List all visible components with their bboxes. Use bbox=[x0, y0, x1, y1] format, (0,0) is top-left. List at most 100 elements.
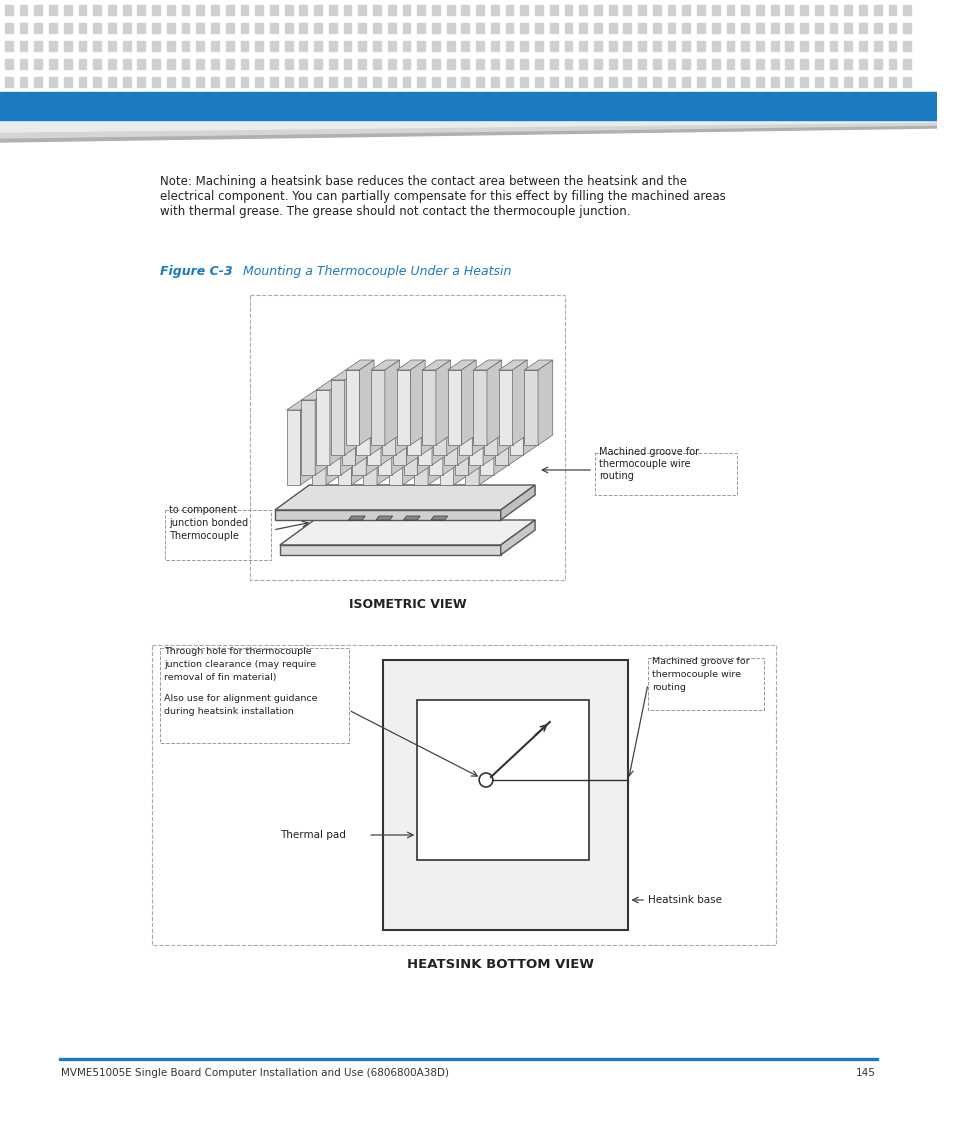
Bar bbox=[402, 23, 410, 33]
Bar bbox=[152, 77, 160, 87]
Bar bbox=[564, 77, 572, 87]
Text: routing: routing bbox=[598, 471, 633, 481]
Bar bbox=[388, 60, 395, 69]
Polygon shape bbox=[356, 380, 370, 455]
Bar bbox=[623, 5, 631, 15]
Bar bbox=[814, 77, 821, 87]
Polygon shape bbox=[287, 410, 300, 485]
Bar bbox=[329, 77, 336, 87]
Bar bbox=[476, 60, 483, 69]
Polygon shape bbox=[274, 510, 500, 520]
Polygon shape bbox=[330, 380, 344, 465]
Bar bbox=[461, 77, 469, 87]
Bar bbox=[902, 77, 910, 87]
Bar bbox=[652, 5, 660, 15]
Bar bbox=[314, 60, 322, 69]
Bar bbox=[34, 60, 42, 69]
Bar bbox=[887, 41, 896, 52]
Bar bbox=[829, 77, 837, 87]
Bar bbox=[564, 60, 572, 69]
Bar bbox=[902, 60, 910, 69]
Bar bbox=[373, 41, 380, 52]
Bar bbox=[226, 77, 233, 87]
Polygon shape bbox=[371, 360, 399, 370]
Polygon shape bbox=[498, 360, 527, 370]
Text: HEATSINK BOTTOM VIEW: HEATSINK BOTTOM VIEW bbox=[407, 958, 594, 971]
Bar bbox=[887, 77, 896, 87]
Bar bbox=[152, 41, 160, 52]
Bar bbox=[814, 5, 821, 15]
Bar bbox=[623, 77, 631, 87]
Bar bbox=[416, 41, 425, 52]
Bar bbox=[638, 5, 645, 15]
Bar bbox=[740, 23, 748, 33]
Bar bbox=[740, 5, 748, 15]
Bar bbox=[181, 77, 190, 87]
Bar bbox=[843, 23, 851, 33]
Bar bbox=[652, 60, 660, 69]
Bar bbox=[314, 5, 322, 15]
Bar bbox=[859, 23, 866, 33]
Text: Heatsink base: Heatsink base bbox=[647, 895, 721, 905]
Bar bbox=[476, 41, 483, 52]
Polygon shape bbox=[393, 390, 406, 465]
Polygon shape bbox=[279, 545, 500, 555]
Bar bbox=[343, 60, 351, 69]
Bar bbox=[402, 77, 410, 87]
Bar bbox=[859, 5, 866, 15]
Bar bbox=[519, 5, 528, 15]
Bar bbox=[814, 60, 821, 69]
Bar bbox=[211, 23, 219, 33]
Bar bbox=[20, 77, 28, 87]
Polygon shape bbox=[407, 380, 421, 455]
Bar bbox=[388, 77, 395, 87]
Bar bbox=[358, 77, 366, 87]
Bar bbox=[697, 60, 704, 69]
Bar bbox=[299, 5, 307, 15]
Polygon shape bbox=[337, 410, 351, 485]
Bar bbox=[270, 77, 277, 87]
Polygon shape bbox=[375, 516, 393, 520]
Polygon shape bbox=[312, 400, 340, 410]
Bar bbox=[784, 77, 793, 87]
Bar bbox=[343, 41, 351, 52]
Bar bbox=[270, 5, 277, 15]
Bar bbox=[784, 41, 793, 52]
Bar bbox=[476, 5, 483, 15]
Polygon shape bbox=[414, 400, 442, 410]
Polygon shape bbox=[500, 485, 535, 520]
Bar bbox=[887, 23, 896, 33]
Bar bbox=[343, 23, 351, 33]
Bar bbox=[519, 41, 528, 52]
Bar bbox=[902, 5, 910, 15]
Bar bbox=[843, 77, 851, 87]
Polygon shape bbox=[352, 390, 380, 400]
Bar bbox=[64, 60, 71, 69]
Bar bbox=[902, 41, 910, 52]
Bar bbox=[681, 60, 690, 69]
Bar bbox=[78, 23, 87, 33]
Bar bbox=[211, 77, 219, 87]
Bar bbox=[505, 60, 513, 69]
Bar bbox=[167, 77, 174, 87]
Bar bbox=[697, 77, 704, 87]
Bar bbox=[638, 23, 645, 33]
Bar bbox=[329, 5, 336, 15]
Polygon shape bbox=[509, 370, 537, 380]
Bar bbox=[358, 41, 366, 52]
Bar bbox=[638, 60, 645, 69]
Bar bbox=[594, 41, 601, 52]
Bar bbox=[887, 60, 896, 69]
Bar bbox=[770, 23, 778, 33]
Bar bbox=[873, 77, 881, 87]
Bar bbox=[123, 60, 131, 69]
Bar bbox=[519, 23, 528, 33]
Bar bbox=[196, 60, 204, 69]
Bar bbox=[108, 60, 115, 69]
Bar bbox=[800, 41, 807, 52]
Bar bbox=[564, 23, 572, 33]
Polygon shape bbox=[327, 390, 355, 400]
Bar bbox=[226, 41, 233, 52]
Bar bbox=[373, 60, 380, 69]
Polygon shape bbox=[359, 360, 374, 445]
